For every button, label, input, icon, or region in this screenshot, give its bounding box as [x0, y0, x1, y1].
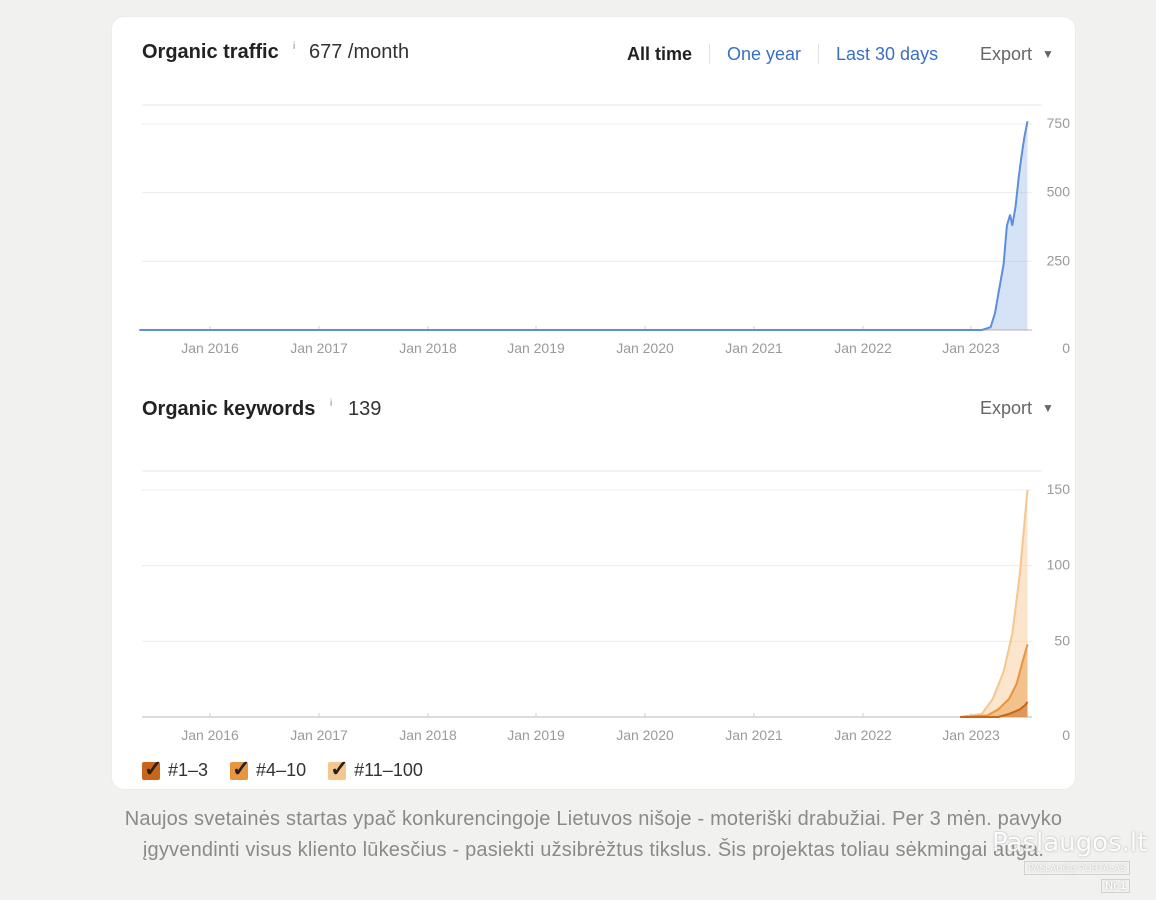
chevron-down-icon: ▼ — [1042, 47, 1054, 61]
checkbox-checked-icon: ✓ — [142, 755, 163, 781]
checkbox-checked-icon: ✓ — [328, 755, 349, 781]
series-area-#4–10 — [960, 644, 1028, 717]
x-tick-label: Jan 2020 — [616, 727, 674, 743]
legend-label: #4–10 — [256, 760, 307, 780]
checkbox-checked-icon: ✓ — [230, 755, 251, 781]
x-tick-label: Jan 2018 — [399, 727, 457, 743]
keywords-export-button[interactable]: Export ▼ — [980, 398, 1054, 419]
x-tick-label: Jan 2019 — [507, 340, 565, 356]
export-label: Export — [980, 44, 1033, 64]
series-area-traffic — [139, 121, 1028, 331]
x-tick-label: Jan 2018 — [399, 340, 457, 356]
chart-organic-keywords: 0 50 100 150 Jan 2016 Jan 2017 Jan 2018 Jan 201… — [142, 470, 1071, 743]
tab-last-30-days[interactable]: Last 30 days — [836, 44, 939, 64]
traffic-info-icon[interactable]: i — [293, 41, 296, 52]
legend-item-4-10[interactable]: ✓ #4–10 — [230, 755, 307, 781]
x-tick-label: Jan 2017 — [290, 727, 348, 743]
series-line-traffic — [139, 121, 1029, 331]
keywords-legend: ✓ #1–3 ✓ #4–10 ✓ #11–100 — [142, 755, 423, 781]
x-tick-label: Jan 2022 — [834, 727, 892, 743]
y-tick-label: 50 — [1054, 632, 1070, 648]
series-area-#11–100 — [960, 490, 1028, 717]
series-line-#11–100 — [959, 489, 1029, 718]
tab-divider — [818, 44, 819, 64]
keywords-info-icon[interactable]: i — [330, 398, 333, 409]
export-label: Export — [980, 398, 1033, 418]
watermark-sub: PASLAUGŲ PORTALAS — [1023, 861, 1130, 875]
seo-report-card: Organic traffic i 677 /month All time On… — [112, 17, 1075, 789]
y-tick-label: 750 — [1047, 115, 1071, 131]
watermark-logo: Paslaugos.lt PASLAUGŲ PORTALAS Nr.1 — [992, 828, 1148, 893]
traffic-title: Organic traffic — [142, 41, 279, 63]
x-tick-label: Jan 2021 — [725, 340, 783, 356]
x-tick-label: Jan 2016 — [181, 340, 239, 356]
x-tick-label: Jan 2023 — [942, 727, 1000, 743]
y-tick-label: 0 — [1062, 340, 1070, 356]
series-area-#1–3 — [960, 701, 1028, 717]
series-line-#4–10 — [960, 644, 1029, 718]
tab-all-time[interactable]: All time — [627, 44, 693, 64]
tab-divider — [709, 44, 710, 64]
y-tick-label: 0 — [1062, 727, 1070, 743]
x-tick-label: Jan 2022 — [834, 340, 892, 356]
legend-label: #1–3 — [168, 760, 209, 780]
y-tick-label: 250 — [1047, 252, 1071, 268]
y-tick-label: 100 — [1047, 557, 1071, 573]
keywords-title: Organic keywords — [142, 398, 316, 420]
x-tick-label: Jan 2017 — [290, 340, 348, 356]
keywords-value: 139 — [348, 398, 382, 420]
x-tick-label: Jan 2016 — [181, 727, 239, 743]
x-tick-label: Jan 2021 — [725, 727, 783, 743]
legend-label: #11–100 — [354, 760, 423, 780]
y-tick-label: 150 — [1047, 481, 1071, 497]
legend-item-1-3[interactable]: ✓ #1–3 — [142, 755, 209, 781]
watermark-text: Paslaugos.lt — [992, 828, 1148, 858]
tab-one-year[interactable]: One year — [727, 44, 802, 64]
x-tick-label: Jan 2023 — [942, 340, 1000, 356]
series-line-#1–3 — [960, 701, 1029, 718]
x-tick-label: Jan 2019 — [507, 727, 565, 743]
x-tick-label: Jan 2020 — [616, 340, 674, 356]
watermark-nr: Nr.1 — [1101, 879, 1130, 893]
y-tick-label: 500 — [1047, 184, 1071, 200]
traffic-export-button[interactable]: Export ▼ — [980, 44, 1054, 65]
caption-text: Naujos svetainės startas ypač konkurenci… — [124, 808, 1063, 861]
chevron-down-icon: ▼ — [1042, 401, 1054, 415]
traffic-value: 677 /month — [309, 41, 410, 63]
legend-item-11-100[interactable]: ✓ #11–100 — [328, 755, 423, 781]
chart-organic-traffic: 0 250 500 750 Jan 2016 Jan 2017 Jan 2018 Jan 20… — [139, 104, 1071, 356]
